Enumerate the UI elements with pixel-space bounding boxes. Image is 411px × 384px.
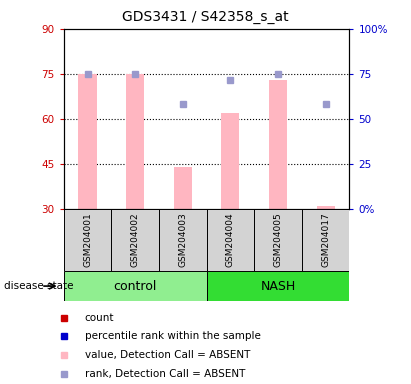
Bar: [126, 74, 144, 209]
Text: NASH: NASH: [260, 280, 296, 293]
Text: GSM204017: GSM204017: [321, 213, 330, 267]
Bar: [174, 167, 192, 209]
Text: percentile rank within the sample: percentile rank within the sample: [85, 331, 261, 341]
Bar: [206, 271, 349, 301]
Text: GSM204005: GSM204005: [273, 213, 282, 267]
Text: value, Detection Call = ABSENT: value, Detection Call = ABSENT: [85, 350, 250, 360]
Text: GSM204002: GSM204002: [131, 213, 140, 267]
Text: disease state: disease state: [4, 281, 74, 291]
Bar: [254, 209, 302, 271]
Bar: [111, 209, 159, 271]
Text: GDS3431 / S42358_s_at: GDS3431 / S42358_s_at: [122, 10, 289, 23]
Text: GSM204003: GSM204003: [178, 213, 187, 267]
Bar: [302, 209, 349, 271]
Bar: [64, 271, 206, 301]
Text: control: control: [113, 280, 157, 293]
Bar: [79, 74, 97, 209]
Bar: [159, 209, 206, 271]
Text: count: count: [85, 313, 114, 323]
Bar: [316, 206, 335, 209]
Bar: [221, 113, 239, 209]
Text: rank, Detection Call = ABSENT: rank, Detection Call = ABSENT: [85, 369, 245, 379]
Bar: [64, 209, 111, 271]
Bar: [206, 209, 254, 271]
Text: GSM204001: GSM204001: [83, 213, 92, 267]
Bar: [269, 80, 287, 209]
Text: GSM204004: GSM204004: [226, 213, 235, 267]
